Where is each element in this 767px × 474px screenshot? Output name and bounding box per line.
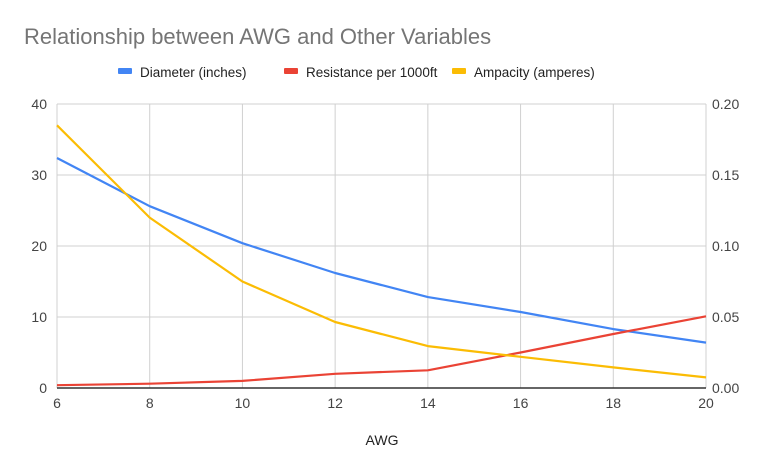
y-right-tick-label: 0.00 [712, 380, 739, 396]
y-right-tick-label: 0.15 [712, 167, 739, 183]
legend-swatch [284, 68, 298, 74]
y-right-tick-label: 0.05 [712, 309, 739, 325]
series-line-ampacity-amperes [56, 124, 707, 379]
y-left-tick-label: 40 [31, 96, 47, 112]
series-lines [56, 124, 707, 387]
x-tick-label: 12 [327, 395, 343, 411]
x-tick-label: 6 [53, 395, 61, 411]
x-tick-label: 8 [146, 395, 154, 411]
y-right-tick-label: 0.20 [712, 96, 739, 112]
chart-title: Relationship between AWG and Other Varia… [24, 24, 491, 49]
legend-label: Ampacity (amperes) [474, 65, 595, 80]
legend-swatch [118, 68, 132, 74]
axis-ticks: 0 10 20 30 40 0.00 0.05 0.10 0.15 0.20 6 8 10 12 14 16 1… [31, 96, 739, 411]
y-left-tick-label: 20 [31, 238, 47, 254]
y-left-tick-label: 30 [31, 167, 47, 183]
x-axis-label: AWG [366, 432, 399, 448]
x-tick-label: 16 [513, 395, 529, 411]
legend-swatch [452, 68, 466, 74]
legend-label: Resistance per 1000ft [306, 65, 438, 80]
x-tick-label: 18 [605, 395, 621, 411]
y-left-tick-label: 10 [31, 309, 47, 325]
y-left-tick-label: 0 [39, 380, 47, 396]
legend-label: Diameter (inches) [140, 65, 247, 80]
x-tick-label: 10 [235, 395, 251, 411]
grid [56, 103, 707, 389]
series-line-resistance-per-1000ft [56, 315, 707, 387]
x-tick-label: 14 [420, 395, 436, 411]
series-line-diameter-inches [56, 157, 707, 344]
x-tick-label: 20 [698, 395, 714, 411]
y-right-tick-label: 0.10 [712, 238, 739, 254]
legend: Diameter (inches) Resistance per 1000ft Am… [118, 65, 595, 80]
